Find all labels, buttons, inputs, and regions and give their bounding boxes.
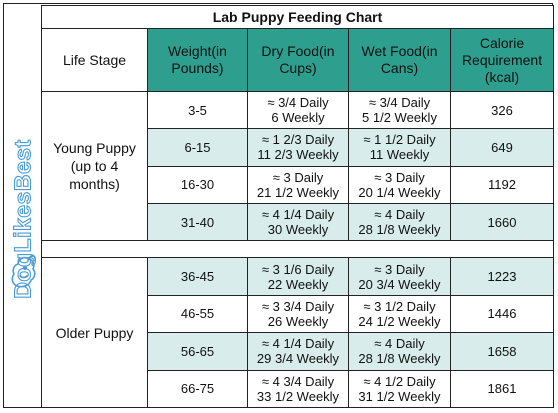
chart-title: Lab Puppy Feeding Chart [40,4,555,30]
wet-food-cell: ≈ 3 1/2 Daily 24 1/2 Weekly [348,294,451,334]
feeding-chart-table: Lab Puppy Feeding Chart Life Stage Weigh… [40,4,555,408]
header-weight: Weight(in Pounds) [147,28,248,92]
dry-food-cell: ≈ 4 1/4 Daily 29 3/4 Weekly [247,332,349,371]
table-row: 16-30 ≈ 3 Daily 21 1/2 Weekly ≈ 3 Daily 20… [42,165,555,204]
header-wet-food: Wet Food(in Cans) [348,28,451,92]
weight-cell: 6-15 [147,128,248,167]
calorie-cell: 1660 [449,202,555,242]
wet-food-cell: ≈ 4 1/2 Daily 31 1/2 Weekly [348,369,451,408]
dry-food-cell: ≈ 3 3/4 Daily 26 Weekly [247,294,349,334]
brand-sidebar: DogLikesBest [4,4,41,407]
dry-food-cell: ≈ 3/4 Daily 6 Weekly [247,90,349,130]
weight-cell: 46-55 [147,294,248,334]
table-row: 31-40 ≈ 4 1/4 Daily 30 Weekly ≈ 4 Daily 28… [42,202,555,242]
weight-cell: 31-40 [147,202,248,242]
life-stage-older-puppy: Older Puppy [41,257,148,408]
wet-food-cell: ≈ 1 1/2 Daily 11 Weekly [348,128,451,167]
weight-cell: 36-45 [147,257,248,296]
life-stage-young-puppy: Young Puppy (up to 4 months) [41,90,148,242]
table-row: Older Puppy 36-45 ≈ 3 1/6 Daily 22 Weekly… [41,257,555,408]
dry-food-cell: ≈ 3 1/6 Daily 22 Weekly [247,257,349,296]
table-row: 66-75 ≈ 4 3/4 Daily 33 1/2 Weekly ≈ 4 1/2… [42,369,555,408]
table-row: Young Puppy (up to 4 months) 3-5 ≈ 3/4 Dai… [41,90,555,242]
calorie-cell: 326 [449,90,555,130]
dry-food-cell: ≈ 4 3/4 Daily 33 1/2 Weekly [247,369,349,408]
wet-food-cell: ≈ 3 Daily 20 1/4 Weekly [348,165,451,204]
dry-food-cell: ≈ 4 1/4 Daily 30 Weekly [247,202,349,242]
calorie-cell: 1223 [449,257,555,296]
weight-cell: 56-65 [147,332,248,371]
dry-food-cell: ≈ 1 2/3 Daily 11 2/3 Weekly [247,128,349,167]
dry-food-cell: ≈ 3 Daily 21 1/2 Weekly [247,165,349,204]
weight-cell: 16-30 [147,165,248,204]
table-row: 56-65 ≈ 4 1/4 Daily 29 3/4 Weekly ≈ 4 Dai… [42,332,555,371]
wet-food-cell: ≈ 4 Daily 28 1/8 Weekly [348,202,451,242]
dog-icon [11,255,36,288]
wet-food-cell: ≈ 3 Daily 20 3/4 Weekly [348,257,451,296]
weight-cell: 3-5 [147,90,248,130]
weight-cell: 66-75 [147,369,248,408]
calorie-cell: 1192 [449,165,555,204]
calorie-cell: 1861 [449,369,555,408]
header-calorie: Calorie Requirement (kcal) [449,28,555,92]
wet-food-cell: ≈ 3/4 Daily 5 1/2 Weekly [348,90,451,130]
header-life-stage: Life Stage [41,28,148,92]
calorie-cell: 1658 [449,332,555,371]
calorie-cell: 649 [449,128,555,167]
calorie-cell: 1446 [449,294,555,334]
wet-food-cell: ≈ 4 Daily 28 1/8 Weekly [348,332,451,371]
group-separator [40,240,555,259]
header-dry-food: Dry Food(in Cups) [247,28,349,92]
